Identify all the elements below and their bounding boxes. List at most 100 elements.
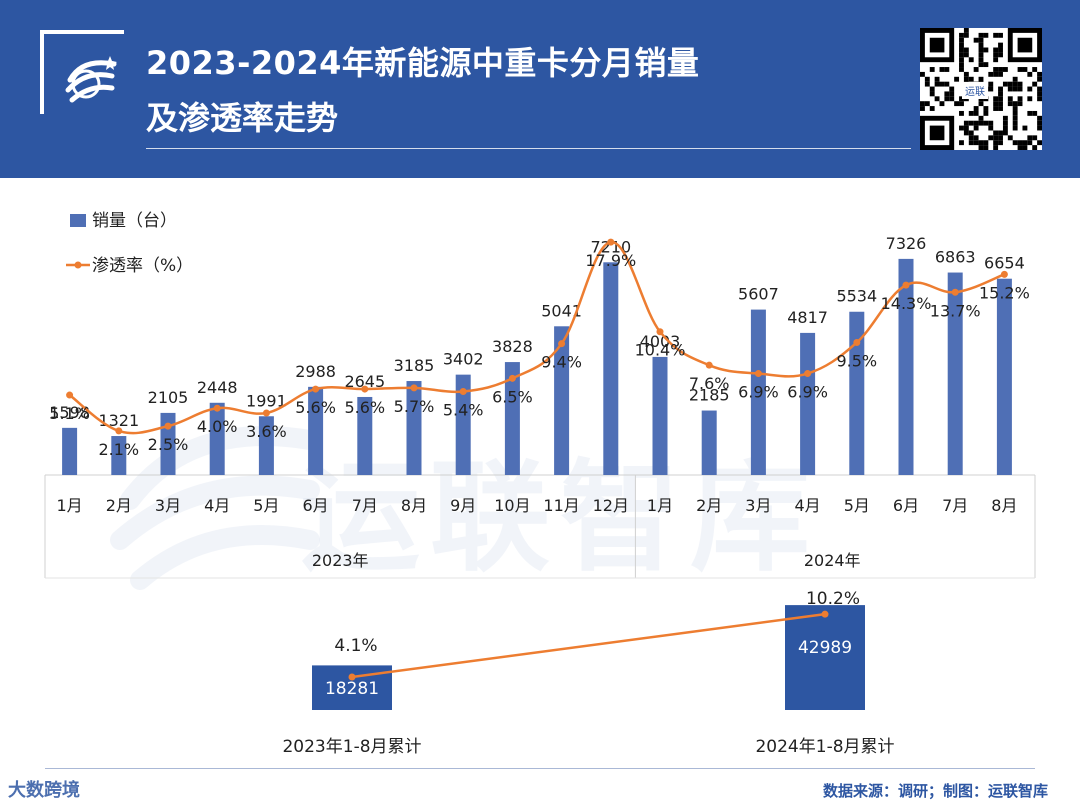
x-tick-13: 2月 xyxy=(696,496,722,515)
x-tick-7: 8月 xyxy=(401,496,427,515)
line-label-9: 6.5% xyxy=(492,387,533,406)
header-banner: 2023-2024年新能源中重卡分月销量 及渗透率走势 运联 xyxy=(0,0,1080,178)
line-label-10: 9.4% xyxy=(541,353,582,372)
title-frame xyxy=(40,30,124,114)
x-tick-6: 7月 xyxy=(352,496,378,515)
bar-label-3: 2448 xyxy=(197,378,238,397)
x-tick-14: 3月 xyxy=(745,496,771,515)
bar-label-6: 2645 xyxy=(344,372,385,391)
bar-13 xyxy=(701,410,717,475)
x-tick-19: 8月 xyxy=(991,496,1017,515)
bar-label-19: 6654 xyxy=(984,254,1025,273)
yunlian-logo-icon xyxy=(65,56,117,103)
bar-8 xyxy=(455,374,471,475)
summary-line-point-1 xyxy=(821,610,829,618)
x-tick-12: 1月 xyxy=(647,496,673,515)
line-point-3 xyxy=(213,404,221,412)
line-point-4 xyxy=(262,409,270,417)
line-point-8 xyxy=(459,387,467,395)
bar-label-4: 1991 xyxy=(246,391,287,410)
source-note: 数据来源：调研；制图：运联智库 xyxy=(822,782,1048,800)
footer-divider xyxy=(45,768,1035,769)
legend-line-label: 渗透率（%） xyxy=(92,256,193,276)
line-point-2 xyxy=(164,422,172,430)
line-label-17: 14.3% xyxy=(881,294,932,313)
bar-4 xyxy=(258,416,274,475)
bar-12 xyxy=(652,356,668,475)
bar-label-10: 5041 xyxy=(541,301,582,320)
bar-0 xyxy=(62,427,78,475)
cumulative-chart: 18281 2023年1-8月累计 42989 2024年1-8月累计 4.1% 10.2… xyxy=(282,589,894,757)
summary-bar-label-0: 18281 xyxy=(325,679,379,699)
bar-label-17: 7326 xyxy=(886,234,927,253)
legend-line-marker xyxy=(74,261,82,269)
legend-bar-label: 销量（台） xyxy=(92,211,177,231)
x-tick-9: 10月 xyxy=(494,496,530,515)
title-divider xyxy=(146,148,911,149)
line-label-8: 5.4% xyxy=(443,400,484,419)
qr-center-label: 运联 xyxy=(962,82,988,99)
bar-label-1: 1321 xyxy=(98,411,139,430)
x-tick-2: 3月 xyxy=(155,496,181,515)
bar-16 xyxy=(849,311,865,475)
line-point-6 xyxy=(361,385,369,393)
x-tick-17: 6月 xyxy=(893,496,919,515)
bar-19 xyxy=(996,278,1012,475)
line-point-0 xyxy=(66,391,74,399)
group-label-2023: 2023年 xyxy=(312,551,369,570)
line-label-3: 4.0% xyxy=(197,417,238,436)
group-label-2024: 2024年 xyxy=(804,551,861,570)
bar-15 xyxy=(800,332,816,475)
summary-line-label-0: 4.1% xyxy=(334,636,377,656)
line-label-1: 2.1% xyxy=(98,440,139,459)
bar-label-16: 5534 xyxy=(836,287,877,306)
line-point-16 xyxy=(853,338,861,346)
x-tick-0: 1月 xyxy=(57,496,83,515)
bar-3 xyxy=(209,402,225,475)
summary-line-label-1: 10.2% xyxy=(806,589,860,609)
line-label-6: 5.6% xyxy=(344,398,385,417)
x-tick-11: 12月 xyxy=(593,496,629,515)
bar-label-12: 4003 xyxy=(640,332,681,351)
summary-bar-1 xyxy=(785,605,865,710)
line-label-2: 2.5% xyxy=(148,435,189,454)
line-point-10 xyxy=(558,340,566,348)
bar-7 xyxy=(406,381,422,475)
bar-label-15: 4817 xyxy=(787,308,828,327)
bar-17 xyxy=(898,258,914,475)
bar-5 xyxy=(308,386,324,475)
bar-18 xyxy=(947,272,963,475)
bar-label-7: 3185 xyxy=(394,356,435,375)
summary-penetration-line xyxy=(351,612,826,679)
line-point-5 xyxy=(312,385,320,393)
chart-title-line1: 2023-2024年新能源中重卡分月销量 xyxy=(146,44,700,82)
bar-label-8: 3402 xyxy=(443,350,484,369)
x-tick-3: 4月 xyxy=(204,496,230,515)
bar-11 xyxy=(603,262,619,475)
bar-14 xyxy=(750,309,766,475)
x-tick-18: 7月 xyxy=(942,496,968,515)
bar-label-5: 2988 xyxy=(295,362,336,381)
line-point-17 xyxy=(902,281,910,289)
line-point-9 xyxy=(508,374,516,382)
chart-area: 销量（台） 渗透率（%） 1598 1月 1321 2月 2105 3月 2448 4月 199… xyxy=(44,211,1036,757)
line-label-14: 6.9% xyxy=(738,383,779,402)
bar-label-13: 2185 xyxy=(689,386,730,405)
line-label-19: 15.2% xyxy=(979,283,1030,302)
bar-label-9: 3828 xyxy=(492,337,533,356)
summary-bar-label-1: 42989 xyxy=(798,638,852,658)
line-label-18: 13.7% xyxy=(930,301,981,320)
chart-title-line2: 及渗透率走势 xyxy=(146,99,339,137)
bar-6 xyxy=(357,396,373,475)
x-tick-1: 2月 xyxy=(106,496,132,515)
x-tick-15: 4月 xyxy=(795,496,821,515)
x-tick-10: 11月 xyxy=(543,496,579,515)
bar-1 xyxy=(111,436,127,475)
summary-category-0: 2023年1-8月累计 xyxy=(282,737,421,757)
line-label-0: 5.1% xyxy=(49,404,90,423)
line-point-14 xyxy=(754,370,762,378)
x-tick-4: 5月 xyxy=(253,496,279,515)
line-label-7: 5.7% xyxy=(394,397,435,416)
line-point-18 xyxy=(951,288,959,296)
line-label-16: 9.5% xyxy=(836,351,877,370)
